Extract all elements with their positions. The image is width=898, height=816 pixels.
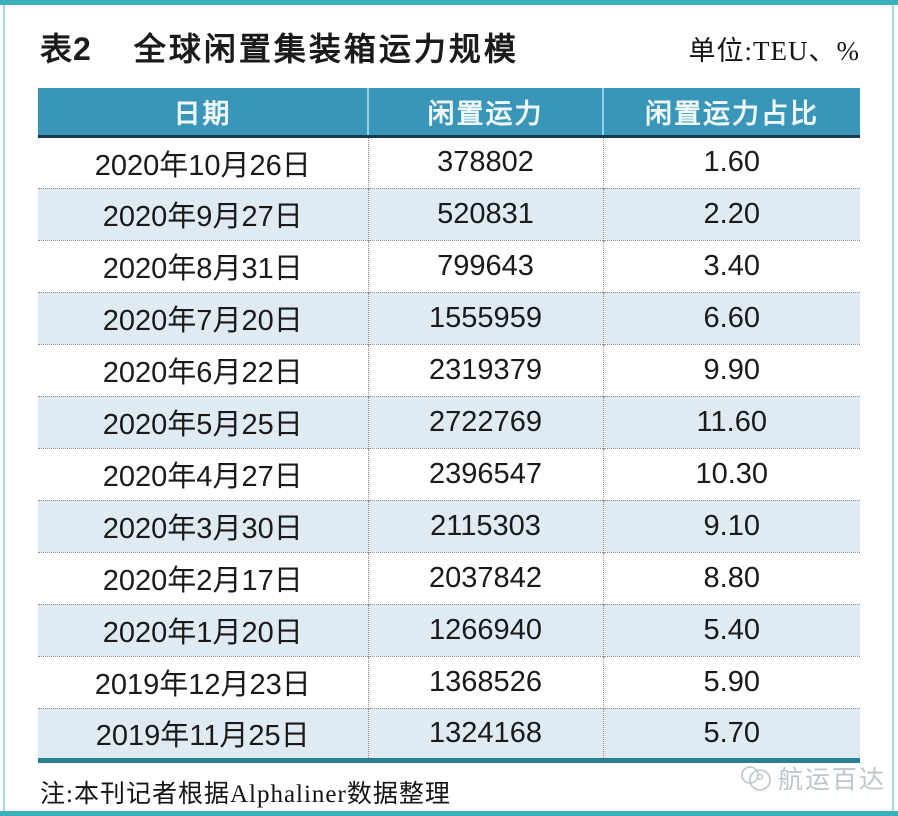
date-cell: 2020年6月22日 bbox=[38, 343, 368, 396]
table-caption: 表2 全球闲置集装箱运力规模 单位:TEU、% bbox=[40, 24, 860, 70]
table-row: 2019年12月23日 1368526 5.90 bbox=[38, 655, 860, 708]
table-row: 2020年7月20日 1555959 6.60 bbox=[38, 291, 860, 344]
capacity-cell: 2722769 bbox=[367, 395, 603, 448]
date-cell: 2020年3月30日 bbox=[38, 499, 368, 552]
capacity-cell: 1555959 bbox=[367, 291, 603, 344]
source-note: 注:本刊记者根据Alphaliner数据整理 bbox=[40, 781, 451, 808]
page-title: 全球闲置集装箱运力规模 bbox=[133, 31, 519, 67]
date-cell: 2020年5月25日 bbox=[38, 395, 368, 448]
capacity-cell: 2115303 bbox=[367, 499, 603, 552]
share-cell: 2.20 bbox=[602, 187, 860, 240]
top-divider-line bbox=[0, 0, 898, 5]
capacity-cell: 799643 bbox=[367, 239, 603, 292]
date-cell: 2020年4月27日 bbox=[38, 447, 368, 500]
share-cell: 6.60 bbox=[602, 291, 860, 344]
bottom-divider-line bbox=[0, 811, 898, 816]
column-header-share: 闲置运力占比 bbox=[602, 88, 860, 138]
date-cell: 2019年11月25日 bbox=[38, 707, 368, 763]
capacity-cell: 1324168 bbox=[367, 707, 603, 763]
share-cell: 1.60 bbox=[602, 136, 860, 188]
share-cell: 5.40 bbox=[602, 603, 860, 656]
capacity-cell: 1266940 bbox=[367, 603, 603, 656]
share-cell: 5.90 bbox=[602, 655, 860, 708]
shipping-baida-logo-icon bbox=[739, 763, 773, 793]
capacity-cell: 378802 bbox=[367, 136, 603, 188]
date-cell: 2020年9月27日 bbox=[38, 187, 368, 240]
capacity-cell: 2319379 bbox=[367, 343, 603, 396]
date-cell: 2019年12月23日 bbox=[38, 655, 368, 708]
right-border-line bbox=[892, 5, 894, 811]
table-row: 2020年8月31日 799643 3.40 bbox=[38, 239, 860, 292]
table-row: 2020年4月27日 2396547 10.30 bbox=[38, 447, 860, 500]
date-cell: 2020年8月31日 bbox=[38, 239, 368, 292]
column-header-capacity: 闲置运力 bbox=[367, 88, 603, 138]
table-row: 2020年6月22日 2319379 9.90 bbox=[38, 343, 860, 396]
capacity-cell: 2037842 bbox=[367, 551, 603, 604]
column-header-date: 日期 bbox=[38, 88, 368, 138]
capacity-cell: 2396547 bbox=[367, 447, 603, 500]
table-row: 2020年3月30日 2115303 9.10 bbox=[38, 499, 860, 552]
capacity-cell: 1368526 bbox=[367, 655, 603, 708]
table-row: 2020年2月17日 2037842 8.80 bbox=[38, 551, 860, 604]
share-cell: 8.80 bbox=[602, 551, 860, 604]
share-cell: 11.60 bbox=[602, 395, 860, 448]
share-cell: 5.70 bbox=[602, 707, 860, 763]
table-row: 2019年11月25日 1324168 5.70 bbox=[38, 707, 860, 763]
table-row: 2020年10月26日 378802 1.60 bbox=[38, 136, 860, 188]
date-cell: 2020年2月17日 bbox=[38, 551, 368, 604]
table-row: 2020年5月25日 2722769 11.60 bbox=[38, 395, 860, 448]
share-cell: 3.40 bbox=[602, 239, 860, 292]
share-cell: 9.90 bbox=[602, 343, 860, 396]
watermark-text: 航运百达 bbox=[777, 766, 886, 794]
unit-label: 单位:TEU、% bbox=[688, 36, 860, 66]
table-title-group: 表2 全球闲置集装箱运力规模 bbox=[40, 24, 519, 70]
header-row: 日期 闲置运力 闲置运力占比 bbox=[38, 88, 860, 138]
watermark: 航运百达 bbox=[739, 760, 886, 796]
table-row: 2020年1月20日 1266940 5.40 bbox=[38, 603, 860, 656]
left-border-line bbox=[3, 5, 5, 811]
capacity-cell: 520831 bbox=[367, 187, 603, 240]
table-row: 2020年9月27日 520831 2.20 bbox=[38, 187, 860, 240]
date-cell: 2020年10月26日 bbox=[38, 136, 368, 188]
idle-capacity-table: 日期 闲置运力 闲置运力占比 2020年10月26日 378802 1.60 2… bbox=[38, 88, 860, 763]
table-number-label: 表2 bbox=[40, 31, 92, 67]
date-cell: 2020年7月20日 bbox=[38, 291, 368, 344]
share-cell: 9.10 bbox=[602, 499, 860, 552]
date-cell: 2020年1月20日 bbox=[38, 603, 368, 656]
share-cell: 10.30 bbox=[602, 447, 860, 500]
